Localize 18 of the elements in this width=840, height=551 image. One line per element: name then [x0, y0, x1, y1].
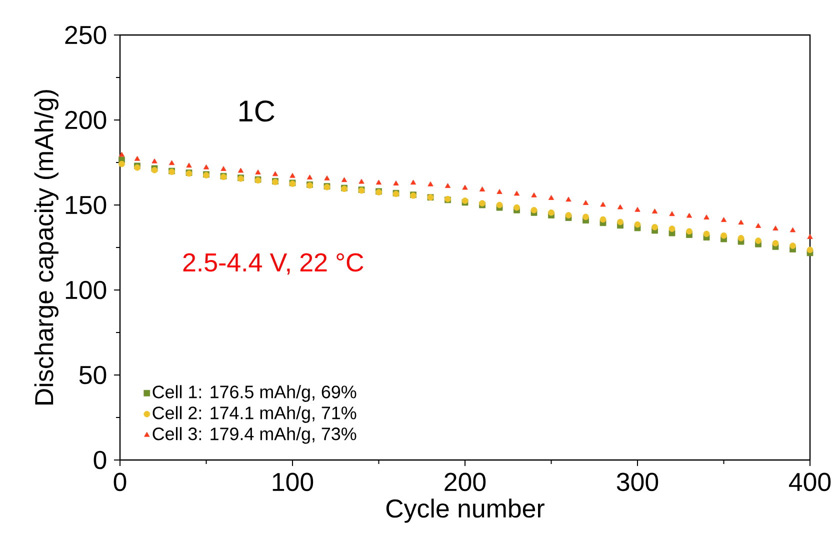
x-tick-label: 200 [444, 472, 486, 492]
x-tick-label: 100 [272, 472, 314, 492]
y-tick-label: 150 [66, 196, 106, 214]
y-tick-label: 100 [66, 280, 106, 300]
y-tick-label: 250 [65, 26, 106, 44]
x-tick-label: 0 [114, 472, 126, 492]
x-tick-label: 300 [616, 472, 658, 492]
annotation: 1C [240, 100, 274, 122]
y-tick-label: 50 [79, 366, 106, 384]
y-axis-title: Discharge capacity (mAh/g) [34, 90, 58, 404]
annotation: 2.5-4.4 V, 22 °C [183, 253, 364, 275]
legend-label: Cell 1: 176.5 mAh/g, 69% [152, 385, 356, 402]
x-axis-title: Cycle number [386, 498, 544, 523]
legend-label: Cell 2: 174.1 mAh/g, 71% [152, 406, 356, 423]
legend-label: Cell 3: 179.4 mAh/g, 73% [152, 427, 356, 444]
y-tick-label: 0 [94, 450, 106, 470]
y-tick-label: 200 [65, 110, 106, 130]
x-tick-label: 400 [788, 472, 831, 492]
